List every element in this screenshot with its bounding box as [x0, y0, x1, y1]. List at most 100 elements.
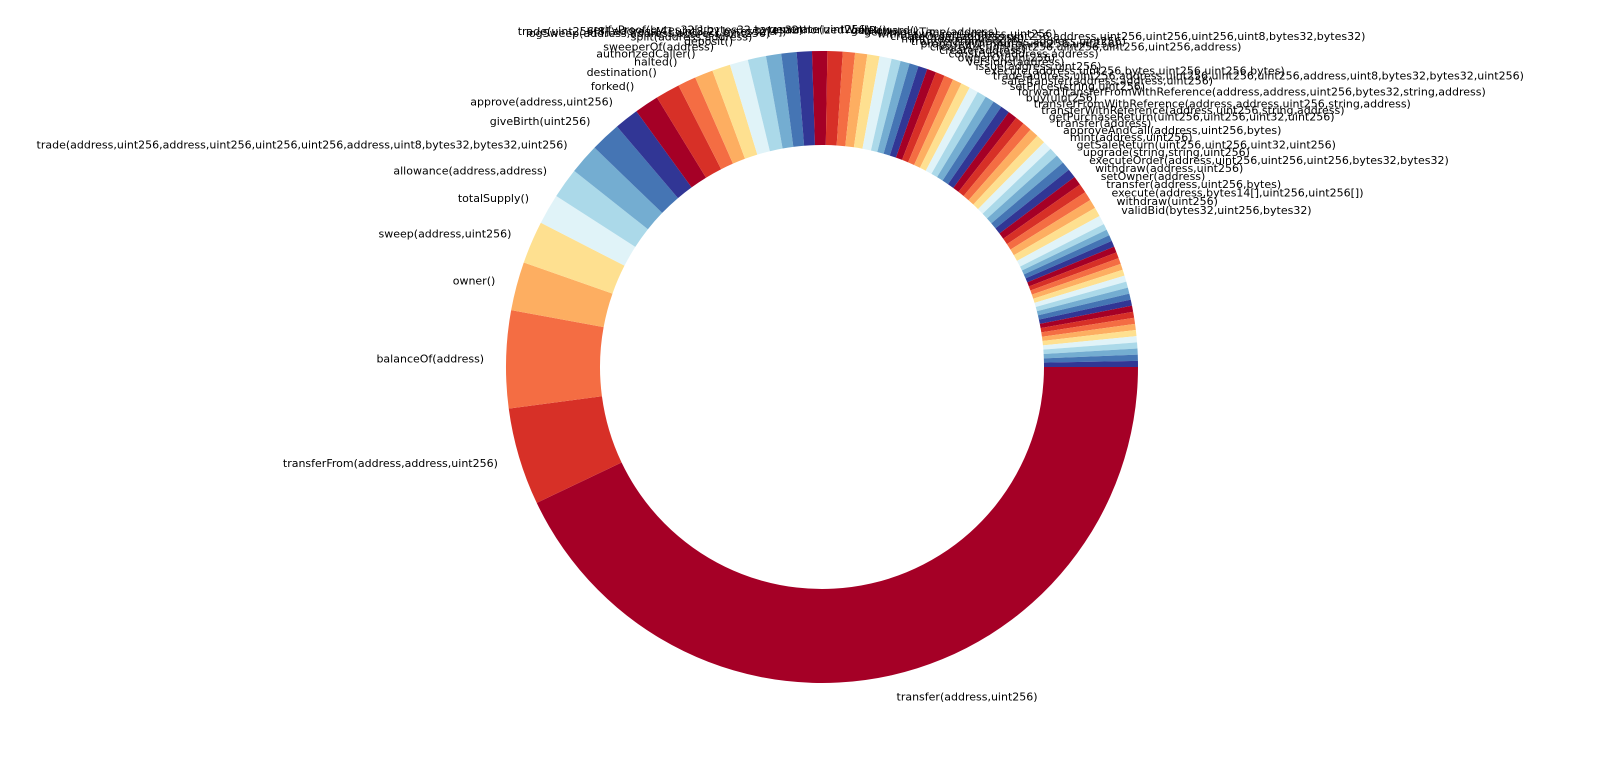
- slice-label-53: execute(address,bytes14[],uint256,uint25…: [1112, 187, 1364, 200]
- slice-32: [908, 75, 954, 165]
- slice-label-33: versions(address): [967, 56, 1065, 69]
- slice-label-4: sweep(address,uint256): [379, 228, 512, 241]
- slice-label-20: generate(uint256): [769, 23, 870, 36]
- slice-33: [914, 79, 962, 168]
- slice-9: [616, 111, 692, 199]
- slice-label-54: withdraw(uint256): [1117, 195, 1218, 208]
- slice-14: [712, 64, 758, 159]
- slice-label-36: trade(address,uint256,address,uint256,ui…: [993, 69, 1524, 82]
- slice-51: [1003, 184, 1086, 245]
- slice-label-34: issue(address,uint256): [976, 60, 1102, 73]
- slice-0: [536, 367, 1138, 683]
- slice-label-46: mint(address,uint256): [1070, 131, 1193, 144]
- slice-labels: transfer(address,uint256) transferFrom(ad…: [37, 23, 1524, 704]
- slice-12: [678, 77, 733, 170]
- slice-label-7: trade(address,uint256,address,uint256,ui…: [37, 139, 568, 152]
- slice-68: [1037, 293, 1131, 320]
- slice-49: [995, 169, 1075, 234]
- slice-6: [556, 170, 648, 247]
- slice-78: [1043, 354, 1138, 363]
- slice-label-19: verifyProof(bytes32[],bytes32,bytes32): [587, 24, 803, 37]
- slice-label-22: getReward(): [851, 24, 919, 37]
- slice-36: [931, 92, 986, 178]
- slice-label-47: getSaleReturn(uint256,uint256,uint32,uin…: [1077, 139, 1336, 152]
- slice-61: [1028, 252, 1119, 291]
- slice-8: [594, 126, 678, 213]
- slice-25: [862, 56, 892, 151]
- slice-label-26: mint(address,uint256): [901, 32, 1024, 45]
- slice-34: [919, 83, 970, 171]
- slice-label-52: transfer(address,uint256,bytes): [1106, 178, 1281, 191]
- slice-label-42: transferWithReference(address,uint256,st…: [1041, 104, 1344, 117]
- slice-31: [902, 72, 945, 163]
- slice-label-5: totalSupply(): [458, 192, 529, 205]
- slice-52: [1006, 192, 1091, 250]
- slice-label-13: authorizedCaller(): [596, 48, 695, 61]
- slice-21: [825, 51, 843, 146]
- slice-label-18: trade(uint256[8],address[4],uint8[2],byt…: [518, 25, 787, 38]
- slice-63: [1031, 263, 1123, 299]
- slice-43: [968, 129, 1038, 205]
- slice-66: [1035, 281, 1128, 312]
- slice-1: [508, 396, 622, 503]
- slice-label-2: balanceOf(address): [376, 353, 484, 366]
- slice-42: [963, 123, 1031, 201]
- slice-label-31: construct(address,address): [949, 48, 1099, 61]
- slice-23: [845, 52, 868, 148]
- slice-73: [1041, 323, 1136, 342]
- slice-label-14: sweeperOf(address): [603, 41, 714, 54]
- slice-label-29: createAuction(uint256,uint256,uint256,ui…: [930, 41, 1242, 54]
- slice-70: [1039, 305, 1134, 329]
- slice-48: [991, 162, 1069, 229]
- slice-10: [636, 97, 707, 188]
- slice-11: [656, 85, 722, 178]
- slice-3: [511, 262, 613, 328]
- slice-55: [1016, 215, 1104, 267]
- slice-label-15: deposit(): [684, 35, 733, 48]
- slice-79: [1043, 360, 1138, 367]
- slice-label-24: withdrawToken(address,uint256): [877, 28, 1056, 41]
- slice-35: [925, 87, 978, 174]
- slice-47: [987, 155, 1063, 224]
- slice-label-35: execute(address,uint256,bytes,uint256,ui…: [984, 65, 1284, 78]
- slice-46: [982, 148, 1057, 219]
- slice-label-41: transferFromWithReference(address,addres…: [1034, 98, 1411, 111]
- slice-label-27: transferFrom(address,address,uint256): [911, 35, 1126, 48]
- slice-7: [574, 147, 663, 230]
- slice-label-25: createOrder(address,uint256,address,uint…: [890, 30, 1365, 43]
- slice-45: [978, 142, 1051, 214]
- slice-54: [1013, 207, 1100, 261]
- slice-19: [796, 51, 815, 146]
- slice-18: [781, 52, 805, 147]
- slice-65: [1034, 275, 1127, 308]
- slice-label-45: approveAndCall(address,uint256,bytes): [1063, 124, 1281, 137]
- slice-44: [973, 135, 1045, 210]
- slice-label-44: transfer(address): [1056, 117, 1151, 130]
- slice-67: [1036, 287, 1130, 316]
- slice-label-39: forwardTransferFromWithReference(address…: [1018, 86, 1486, 99]
- slice-41: [958, 117, 1024, 196]
- donut-slices: [506, 51, 1138, 683]
- slice-64: [1033, 269, 1125, 303]
- slice-label-40: buy(uint256): [1026, 91, 1097, 104]
- slice-label-21: authorizedWallet(): [785, 23, 887, 36]
- slice-26: [870, 58, 901, 152]
- slice-69: [1038, 299, 1132, 324]
- slice-label-12: halted(): [634, 56, 677, 69]
- slice-label-30: create(address): [939, 44, 1026, 57]
- slice-label-6: allowance(address,address): [393, 165, 547, 178]
- slice-27: [877, 60, 910, 154]
- slice-5: [540, 196, 636, 266]
- slice-label-1: transferFrom(address,address,uint256): [283, 457, 498, 470]
- slice-56: [1020, 224, 1107, 271]
- slice-label-50: withdraw(address,uint256): [1095, 162, 1243, 175]
- slice-label-17: logSweep(address,address,address,uint256…: [526, 27, 770, 40]
- slice-13: [695, 70, 745, 164]
- slice-label-43: getPurchaseReturn(uint256,uint256,uint32…: [1049, 110, 1335, 123]
- slice-15: [729, 59, 770, 155]
- slice-label-23: getUnlockTime(address): [864, 26, 998, 39]
- slice-2: [506, 310, 604, 409]
- slice-30: [895, 69, 936, 160]
- slice-58: [1023, 235, 1112, 279]
